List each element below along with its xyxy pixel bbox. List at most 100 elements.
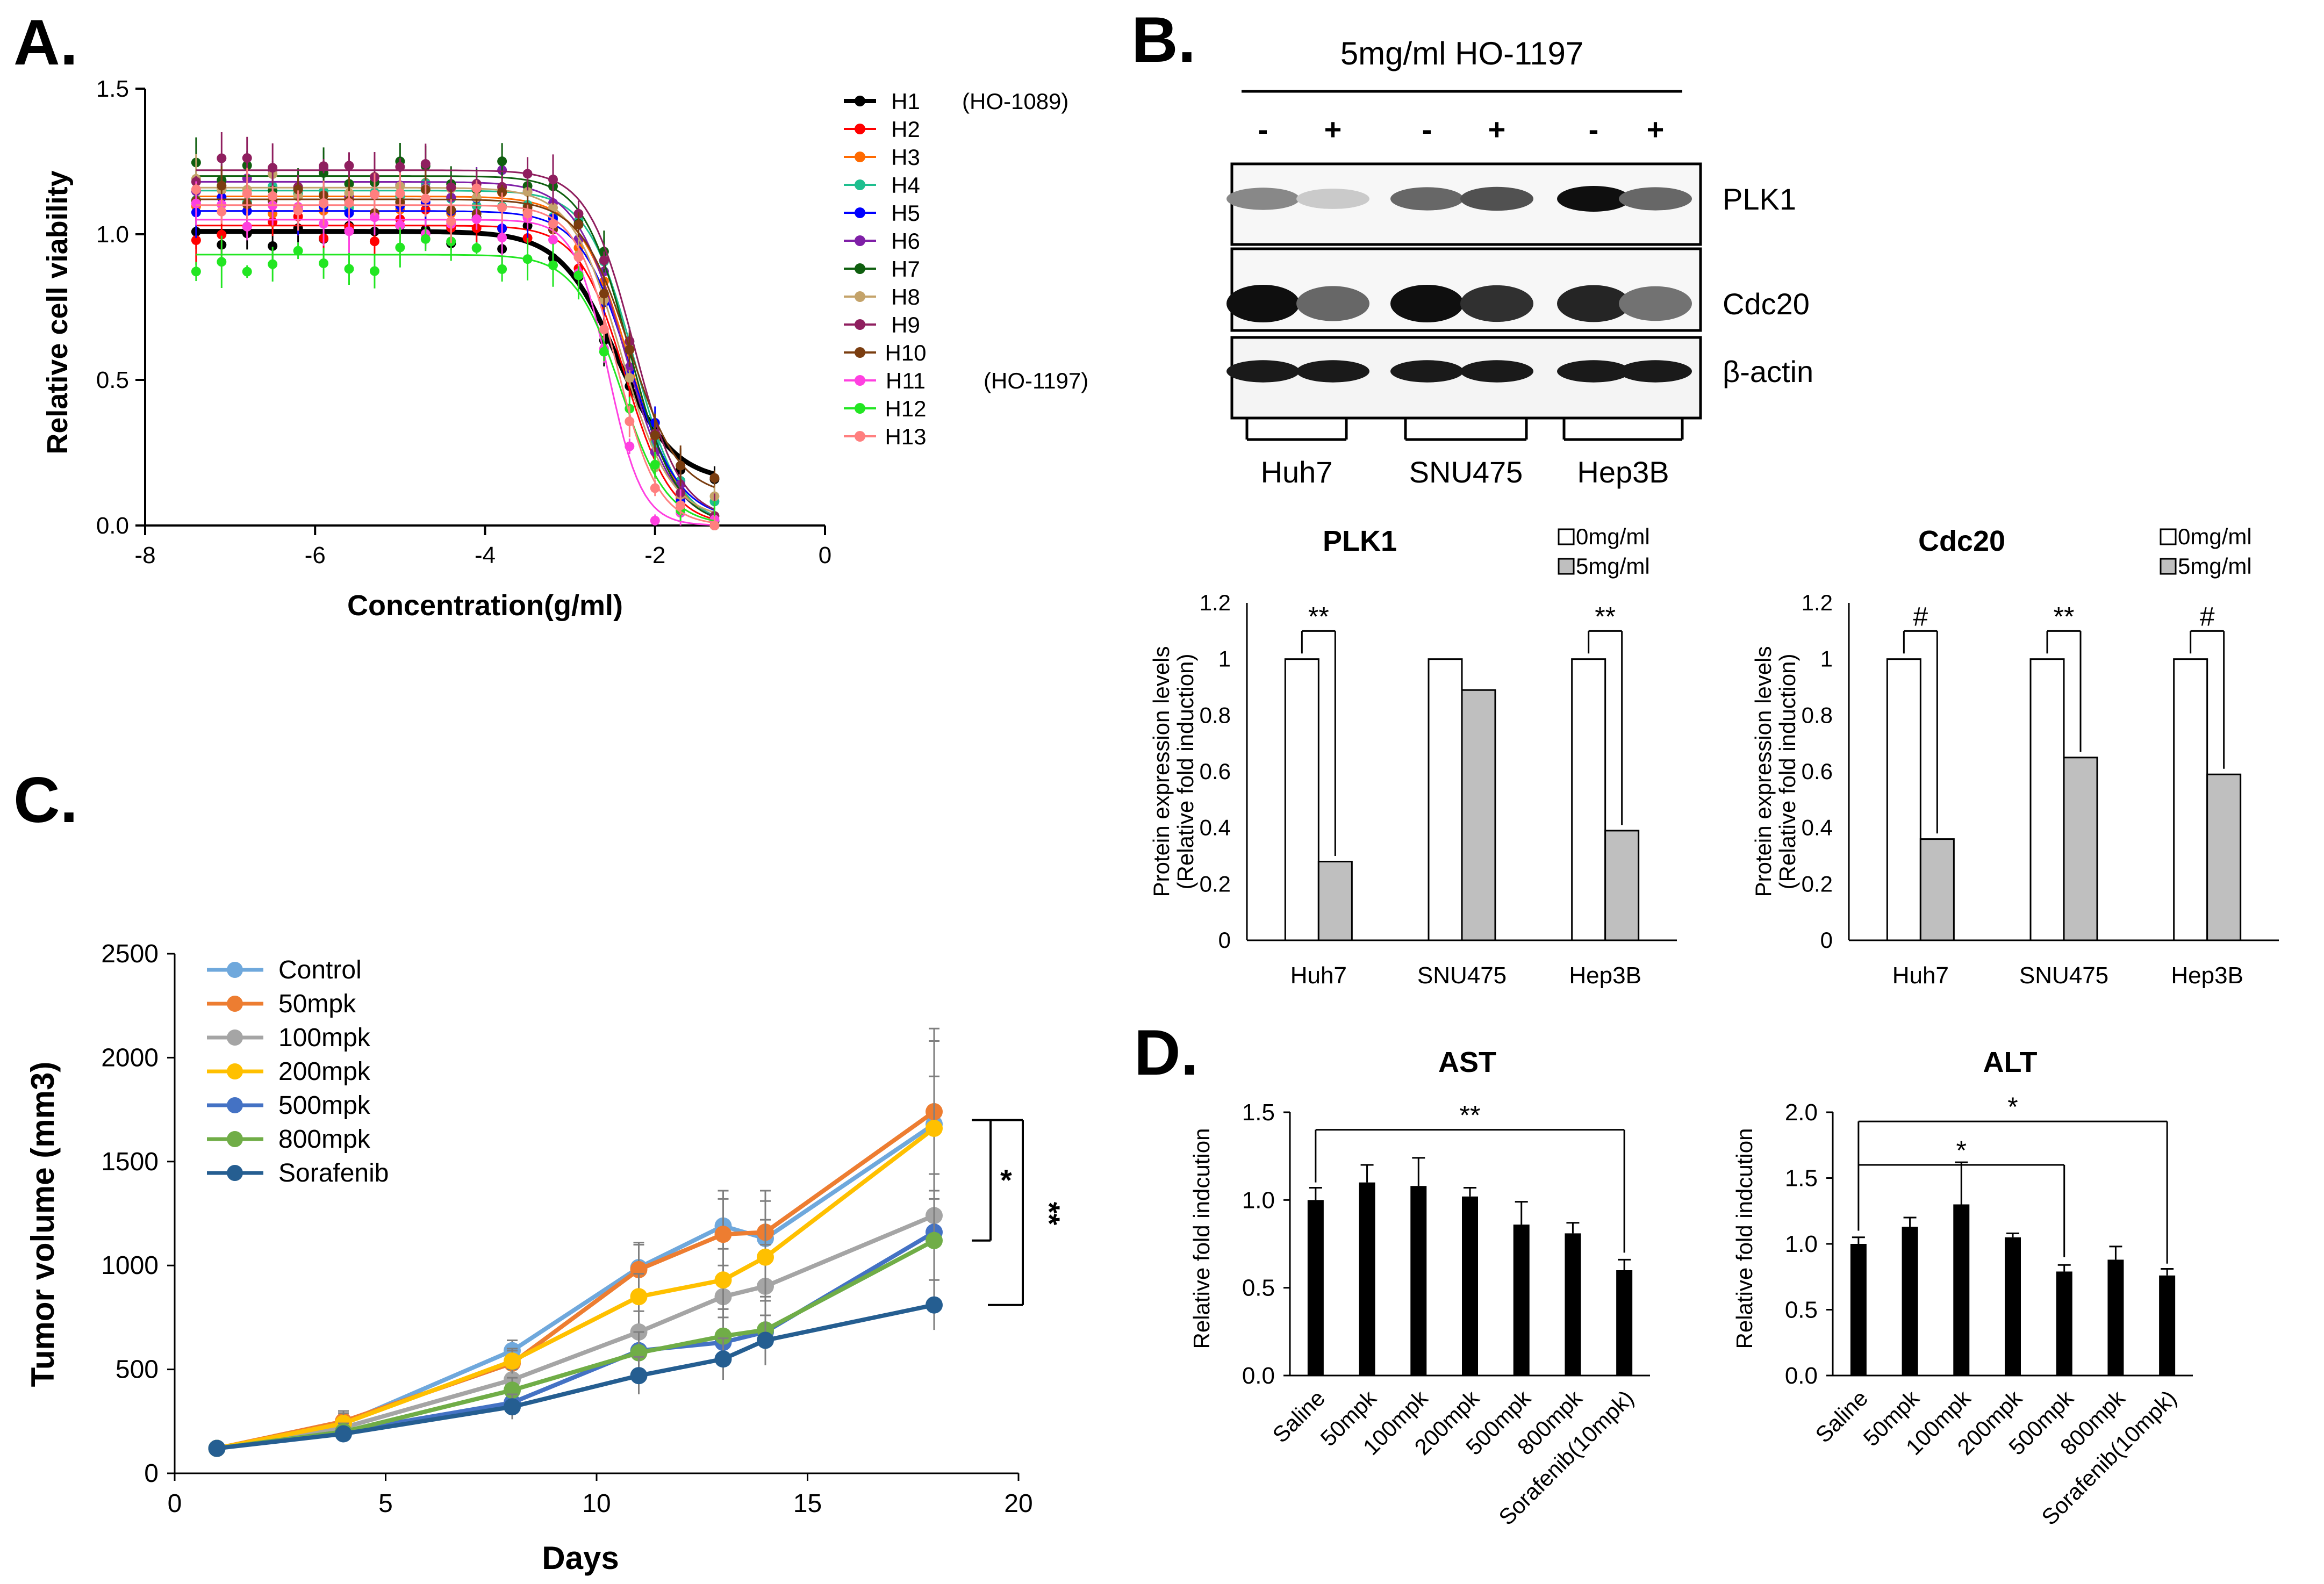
bar (1359, 1182, 1375, 1376)
bar (1461, 689, 1496, 941)
y-tick-label: 1.0 (1242, 1187, 1275, 1213)
data-point (630, 1367, 648, 1385)
y-tick-label: 0.0 (96, 513, 129, 539)
blot-band (1226, 188, 1300, 210)
bar (1565, 1233, 1581, 1376)
data-point (548, 219, 558, 229)
y-tick-label: 1.0 (96, 221, 129, 248)
data-point (293, 205, 303, 215)
y-tick-label: 0.0 (1785, 1363, 1818, 1389)
y-tick-label: 0.0 (1242, 1363, 1275, 1389)
data-point (504, 1398, 521, 1416)
data-point (319, 198, 329, 208)
legend-label: H9 (891, 312, 920, 337)
legend-label: H8 (891, 284, 920, 309)
bar (2005, 1237, 2021, 1376)
blot-band (1460, 285, 1533, 322)
data-point (676, 500, 686, 510)
data-point (335, 1425, 352, 1443)
chart-b-plk1: 0 0.2 0.4 0.6 0.8 1 1.2 PLK1 Protein expression … (1149, 524, 1677, 989)
data-point (242, 267, 252, 277)
legend-marker (855, 319, 865, 330)
blot-treatment-label: 5mg/ml HO-1197 (1340, 35, 1583, 71)
data-point (293, 184, 303, 195)
data-point (268, 191, 278, 201)
panel-letters: A. B. C. D. (13, 4, 1199, 1089)
lane-sign: - (1422, 112, 1432, 146)
bar (1953, 1204, 1970, 1376)
data-point (548, 174, 558, 184)
legend-label: 100mpk (278, 1024, 371, 1052)
legend-label: 50mpk (278, 990, 356, 1018)
data-point (625, 416, 635, 427)
y-tick-label: 0 (1218, 927, 1231, 953)
legend-label: H5 (891, 200, 920, 226)
data-point (497, 187, 507, 197)
y-axis-title: (Relative fold induction) (1173, 654, 1198, 890)
blot-band (1557, 360, 1630, 383)
y-tick-label: 0.4 (1802, 815, 1833, 840)
y-tick-label: 0.6 (1802, 759, 1833, 784)
legend-marker (227, 1063, 243, 1079)
y-tick-label: 500 (116, 1356, 159, 1384)
legend-label: H2 (891, 117, 920, 142)
data-point (497, 203, 507, 213)
bar (1850, 1244, 1867, 1376)
data-point (548, 260, 558, 270)
bar (1317, 860, 1353, 941)
legend-swatch (2160, 528, 2177, 545)
y-axis-title: Tumor volume (mm3) (25, 1062, 61, 1387)
data-point (625, 373, 635, 383)
x-tick-label: 5 (378, 1489, 393, 1518)
legend-marker (855, 291, 865, 302)
bar (2063, 757, 2098, 941)
data-point (191, 184, 201, 195)
data-point (344, 161, 354, 171)
data-point (709, 521, 720, 530)
data-point (191, 198, 201, 208)
legend-swatch (1558, 558, 1575, 575)
chart-title: AST (1438, 1046, 1496, 1078)
blot-band (1390, 285, 1464, 322)
legend-marker (227, 1131, 243, 1147)
bar (2107, 1259, 2124, 1376)
data-point (497, 156, 507, 167)
legend-label: 500mpk (278, 1091, 371, 1120)
data-point (420, 234, 431, 244)
data-point (268, 259, 278, 269)
data-point (625, 345, 635, 355)
data-point (650, 459, 660, 470)
blot-band (1296, 189, 1369, 209)
bar (1604, 830, 1640, 941)
blot-cell-line-label: Huh7 (1261, 455, 1333, 489)
data-point (926, 1232, 943, 1249)
panel-letter-b: B. (1131, 4, 1196, 76)
y-tick-label: 1.0 (1785, 1231, 1818, 1257)
x-tick-label: 10 (582, 1489, 611, 1518)
data-point (573, 220, 584, 230)
y-tick-label: 2000 (101, 1043, 159, 1072)
data-point (625, 362, 635, 372)
data-point (548, 235, 558, 245)
significance-label: * (1956, 1135, 1967, 1165)
data-point (926, 1296, 943, 1314)
blot-band (1296, 360, 1369, 383)
bar (1284, 658, 1319, 941)
blot-band (1226, 285, 1300, 322)
data-point (268, 163, 278, 173)
y-tick-label: 0 (1820, 927, 1833, 953)
significance-label: ** (1595, 601, 1616, 631)
chart-b-cdc20: 0 0.2 0.4 0.6 0.8 1 1.2 Cdc20 Protein expression… (1751, 524, 2279, 989)
data-point (319, 258, 329, 268)
data-point (217, 257, 227, 267)
y-axis-title: (Relative fold induction) (1775, 654, 1800, 890)
significance-label: ** (1460, 1100, 1481, 1131)
data-point (446, 182, 456, 192)
data-point (395, 220, 405, 230)
legend-marker (855, 347, 865, 358)
data-point (714, 1226, 732, 1243)
legend-marker (855, 375, 865, 386)
data-point (208, 1439, 226, 1457)
legend-label: H7 (891, 256, 920, 282)
legend-swatch (2160, 558, 2177, 575)
